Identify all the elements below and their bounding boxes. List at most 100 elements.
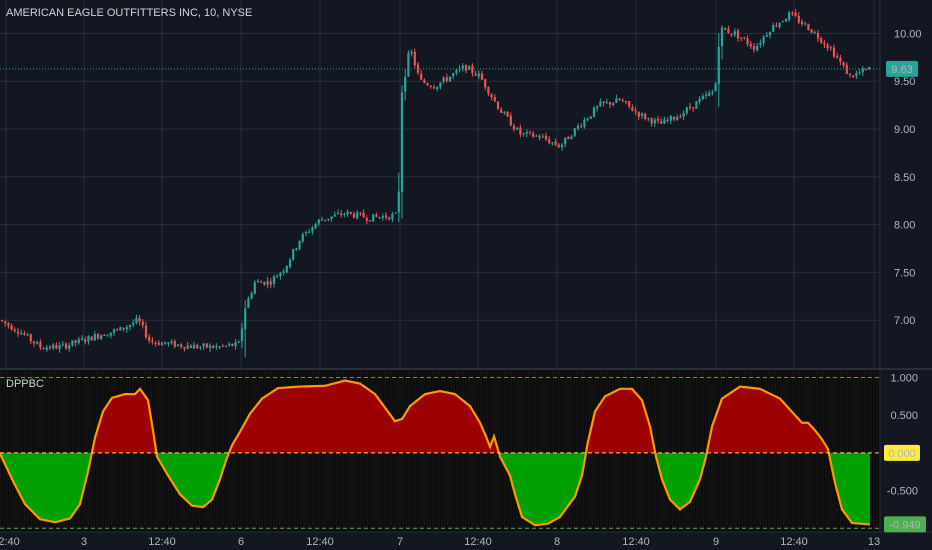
candle-body	[68, 345, 71, 349]
candle-body	[400, 92, 404, 192]
candle-body	[48, 346, 52, 349]
candle-body	[567, 136, 570, 140]
candle-body	[266, 280, 269, 285]
candle-body	[730, 33, 733, 35]
candle-body	[829, 47, 832, 49]
candle-body	[55, 345, 58, 349]
candle-body	[346, 211, 349, 215]
candle-body	[410, 51, 413, 54]
candle-body	[317, 219, 320, 224]
candle-body	[304, 232, 308, 234]
candle-body	[516, 127, 519, 130]
candle-body	[631, 106, 634, 111]
osc-line	[0, 379, 871, 527]
candle-body	[429, 86, 432, 88]
price-pane[interactable]	[0, 0, 880, 368]
candle-body	[676, 117, 679, 121]
candle-body	[692, 107, 695, 109]
candle-body	[791, 13, 794, 15]
candle-body	[301, 234, 304, 242]
candle-body	[701, 96, 704, 100]
candle-body	[816, 32, 820, 39]
candle-body	[394, 212, 397, 214]
candle-body	[164, 341, 167, 344]
candle-body	[436, 86, 439, 90]
candle-body	[231, 343, 234, 346]
candle-body	[87, 335, 90, 342]
candle-body	[148, 336, 151, 341]
candle-body	[461, 65, 464, 69]
time-tick-label: 9	[713, 536, 719, 548]
candle-body	[26, 334, 29, 336]
candle-body	[772, 24, 775, 32]
candle-body	[647, 117, 650, 119]
candle-body	[788, 12, 791, 20]
candle-body	[253, 282, 256, 294]
candle-body	[356, 212, 359, 219]
candle-body	[311, 227, 314, 232]
time-tick-label: 8	[554, 536, 560, 548]
candle-body	[20, 332, 23, 335]
candle-body	[484, 79, 487, 88]
candle-body	[138, 317, 141, 322]
candle-body	[727, 29, 730, 34]
candle-body	[493, 97, 496, 102]
candle-body	[743, 37, 746, 39]
candle-body	[292, 248, 295, 260]
oscillator-fill	[0, 379, 871, 527]
candle-body	[596, 106, 599, 108]
candle-body	[698, 98, 701, 102]
candle-body	[381, 216, 384, 219]
candle-body	[96, 334, 100, 339]
candle-body	[855, 73, 858, 77]
time-tick-label: 3	[81, 536, 87, 548]
candle-body	[672, 116, 676, 120]
candle-body	[426, 83, 429, 86]
candle-body	[589, 116, 592, 119]
candle-body	[612, 102, 615, 106]
candle-body	[128, 324, 132, 327]
candle-body	[490, 94, 493, 98]
candle-body	[61, 343, 64, 345]
candle-body	[762, 36, 765, 44]
candle-body	[160, 342, 164, 346]
candle-body	[423, 79, 426, 84]
candle-body	[640, 113, 644, 117]
time-tick-label: 13	[868, 536, 880, 548]
candle-body	[602, 101, 605, 104]
candle-body	[439, 82, 442, 88]
candle-body	[551, 142, 554, 144]
candle-body	[80, 338, 84, 340]
candle-body	[746, 38, 749, 45]
last-price-badge	[886, 60, 918, 77]
candle-body	[413, 51, 416, 66]
candle-body	[608, 101, 612, 105]
candle-body	[7, 322, 10, 326]
price-tick-label: 8.50	[894, 172, 915, 184]
candle-body	[109, 332, 112, 336]
candle-body	[327, 218, 330, 220]
time-tick-label: 6	[238, 536, 244, 548]
candlestick-series	[0, 9, 871, 358]
candle-body	[775, 25, 778, 27]
candle-body	[186, 345, 189, 349]
candle-body	[839, 57, 842, 62]
candle-body	[343, 213, 346, 215]
price-axis[interactable]	[880, 0, 932, 532]
osc-negative-area	[0, 452, 870, 526]
candle-body	[765, 35, 768, 37]
current-value-badge	[884, 516, 926, 533]
candle-body	[388, 217, 391, 220]
time-tick-label: 12:40	[306, 536, 334, 548]
candle-body	[378, 217, 381, 219]
price-tick-label: 7.00	[894, 315, 915, 327]
candle-body	[0, 320, 4, 322]
candle-body	[173, 340, 176, 347]
candle-body	[800, 21, 804, 25]
candle-body	[852, 75, 855, 78]
candle-body	[557, 144, 560, 148]
candle-body	[279, 272, 282, 277]
candle-body	[781, 20, 784, 22]
candle-body	[176, 344, 180, 346]
